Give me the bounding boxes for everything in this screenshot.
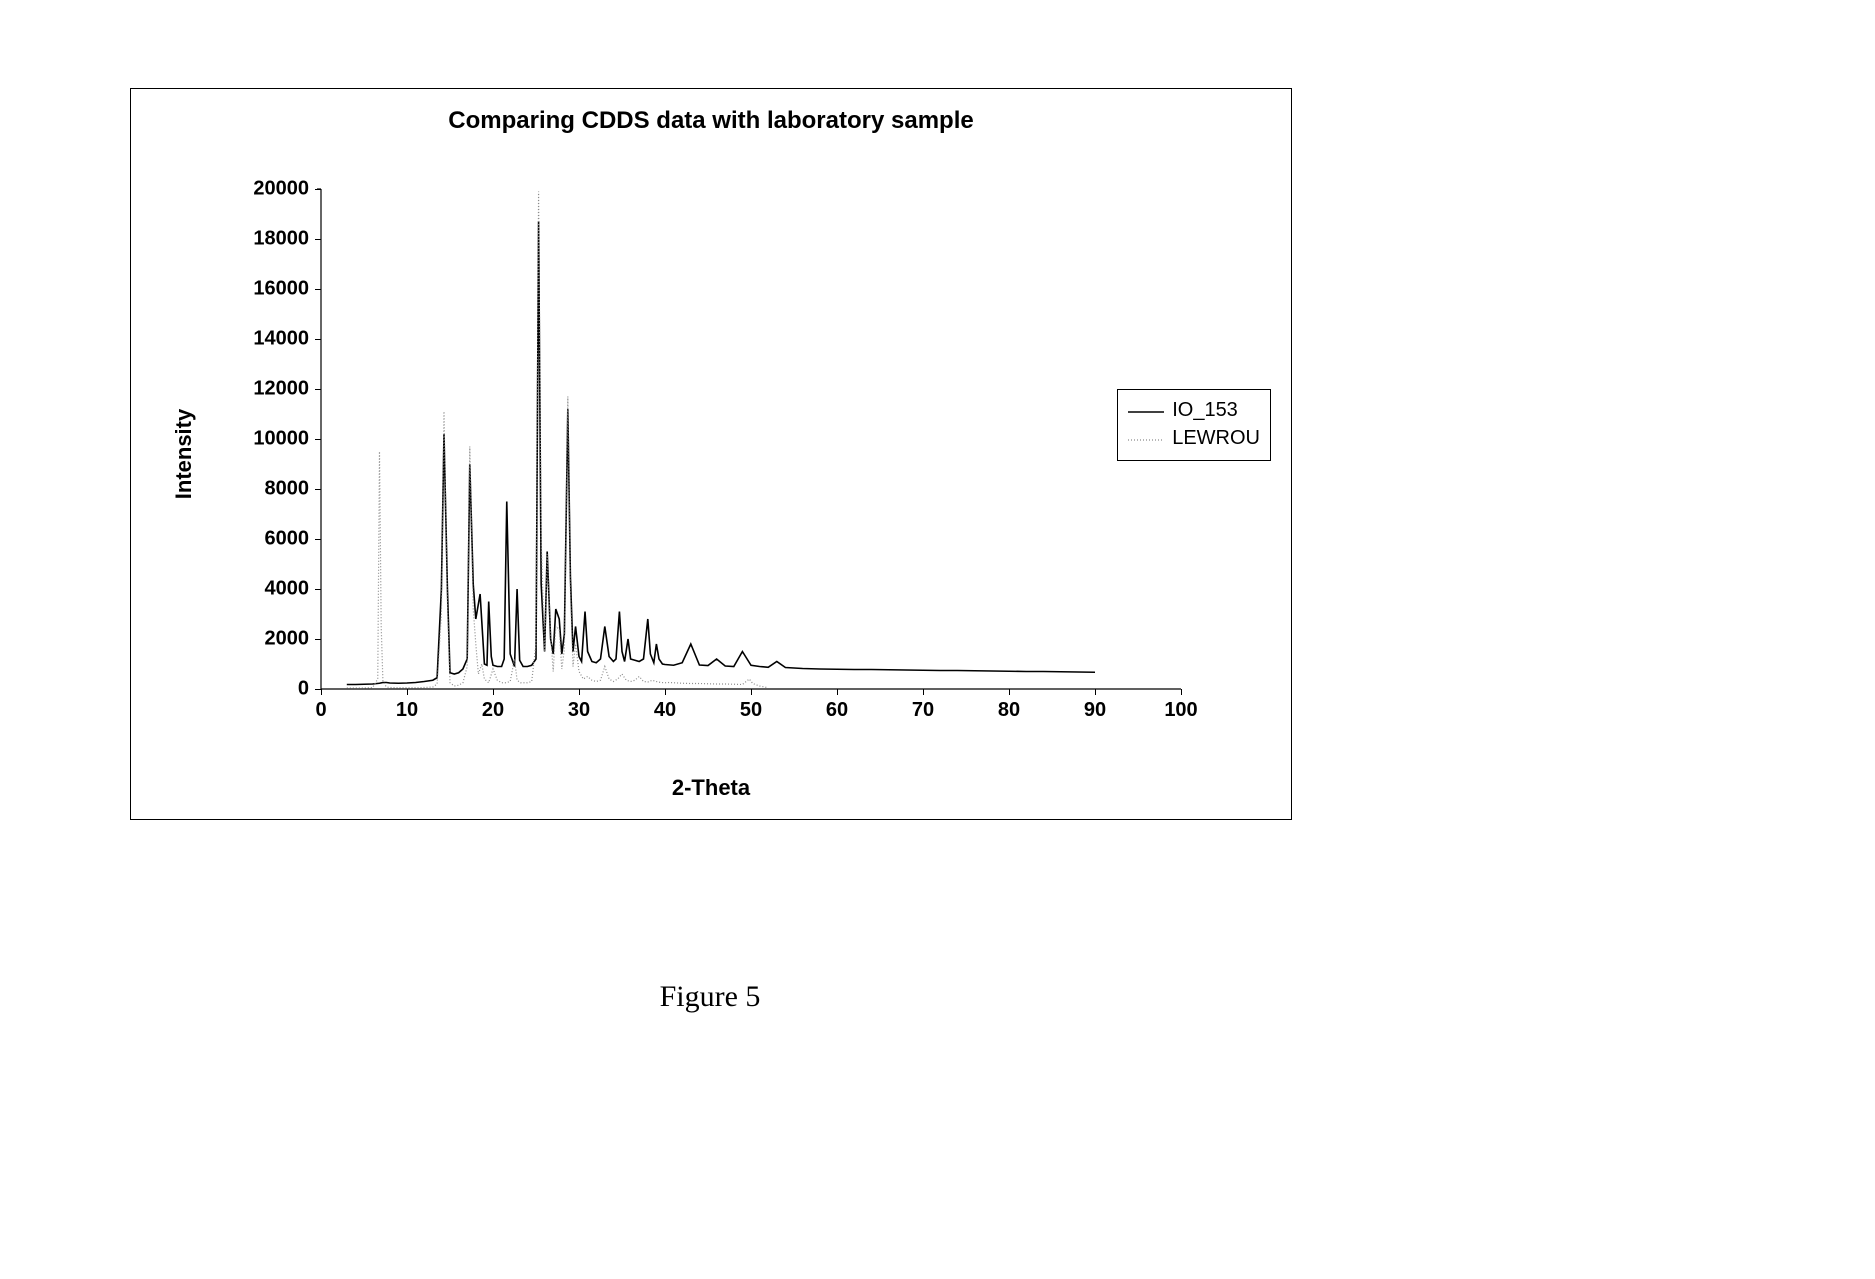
x-tick-label: 20 bbox=[482, 689, 504, 722]
chart-title: Comparing CDDS data with laboratory samp… bbox=[131, 107, 1291, 135]
x-tick-label: 30 bbox=[568, 689, 590, 722]
page: Comparing CDDS data with laboratory samp… bbox=[0, 0, 1875, 1279]
x-tick-label: 70 bbox=[912, 689, 934, 722]
legend: IO_153 LEWROU bbox=[1117, 389, 1271, 461]
chart-frame: Comparing CDDS data with laboratory samp… bbox=[130, 88, 1292, 820]
x-tick-label: 0 bbox=[315, 689, 326, 722]
y-tick-label: 10000 bbox=[253, 428, 321, 451]
legend-swatch-0 bbox=[1128, 409, 1164, 411]
y-tick-label: 4000 bbox=[265, 578, 322, 601]
plot-area: 0200040006000800010000120001400016000180… bbox=[321, 189, 1181, 689]
x-tick-label: 80 bbox=[998, 689, 1020, 722]
y-tick-label: 8000 bbox=[265, 478, 322, 501]
legend-swatch-1 bbox=[1128, 437, 1164, 439]
legend-label-1: LEWROU bbox=[1172, 424, 1260, 452]
y-tick-label: 12000 bbox=[253, 378, 321, 401]
y-tick-label: 6000 bbox=[265, 528, 322, 551]
y-tick-label: 14000 bbox=[253, 328, 321, 351]
series-IO_153 bbox=[347, 222, 1095, 685]
x-tick-label: 60 bbox=[826, 689, 848, 722]
y-tick-label: 2000 bbox=[265, 628, 322, 651]
y-tick-label: 16000 bbox=[253, 278, 321, 301]
legend-row-1: LEWROU bbox=[1128, 424, 1260, 452]
x-tick-label: 50 bbox=[740, 689, 762, 722]
y-tick-label: 18000 bbox=[253, 228, 321, 251]
x-tick-label: 40 bbox=[654, 689, 676, 722]
legend-row-0: IO_153 bbox=[1128, 396, 1260, 424]
y-tick-label: 20000 bbox=[253, 178, 321, 201]
x-axis-label: 2-Theta bbox=[131, 775, 1291, 801]
x-tick-label: 100 bbox=[1164, 689, 1197, 722]
x-tick-label: 90 bbox=[1084, 689, 1106, 722]
y-axis-label: Intensity bbox=[171, 409, 197, 499]
figure-caption: Figure 5 bbox=[0, 980, 1420, 1014]
legend-label-0: IO_153 bbox=[1172, 396, 1238, 424]
x-tick-label: 10 bbox=[396, 689, 418, 722]
